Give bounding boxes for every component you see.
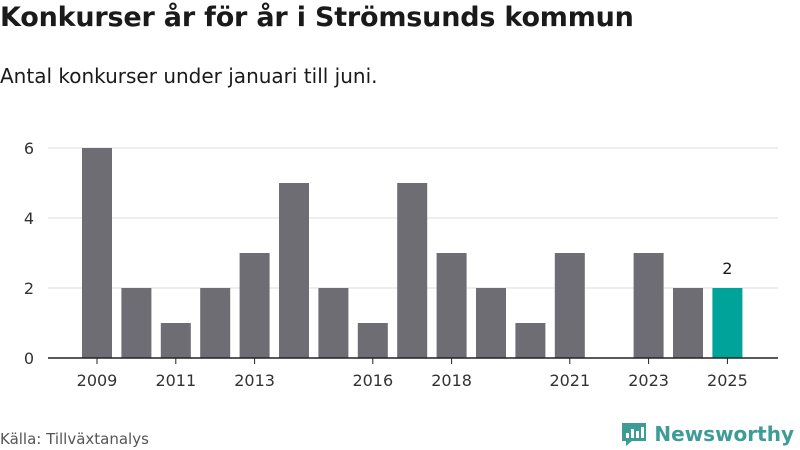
bar-2019 [476,288,506,358]
bar-2010 [121,288,152,358]
data-label-2025: 2 [722,259,732,278]
bar-2017 [397,183,428,358]
bars [82,148,743,358]
bar-2012 [200,288,231,358]
x-tick-label: 2013 [234,371,275,390]
chart-subtitle: Antal konkurser under januari till juni. [0,64,378,88]
bar-2025 [712,288,743,358]
x-tick-label: 2018 [431,371,472,390]
y-tick-label: 4 [24,209,34,228]
x-tick-label: 2025 [707,371,748,390]
bar-2011 [160,323,191,358]
bar-2016 [357,323,388,358]
x-tick-label: 2021 [549,371,590,390]
brand-logo: Newsworthy [620,420,794,448]
chart-title: Konkurser år för år i Strömsunds kommun [0,2,634,33]
source-note: Källa: Tillväxtanalys [0,430,149,448]
bar-2024 [673,288,703,358]
x-tick-label: 2009 [77,371,118,390]
bar-2023 [633,253,664,358]
bar-2013 [239,253,270,358]
x-tick-label: 2023 [628,371,669,390]
bar-2020 [515,323,546,358]
bar-2009 [82,148,112,358]
axes: 0 2 4 6 2 2009 2011 2013 2016 2018 2021 2023 2025 [24,139,778,390]
bar-2014 [279,183,309,358]
y-tick-label: 6 [24,139,34,158]
bar-chart: 0 2 4 6 2 2009 2011 2013 2016 2018 2021 2023 2025 [24,139,778,390]
bar-2021 [554,253,585,358]
y-tick-label: 2 [24,279,34,298]
x-tick-label: 2016 [352,371,393,390]
newsworthy-logo-icon [622,423,647,446]
bar-2015 [318,288,349,358]
bar-2018 [436,253,467,358]
brand-name: Newsworthy [654,422,794,446]
y-tick-label: 0 [24,349,34,368]
x-tick-label: 2011 [155,371,196,390]
